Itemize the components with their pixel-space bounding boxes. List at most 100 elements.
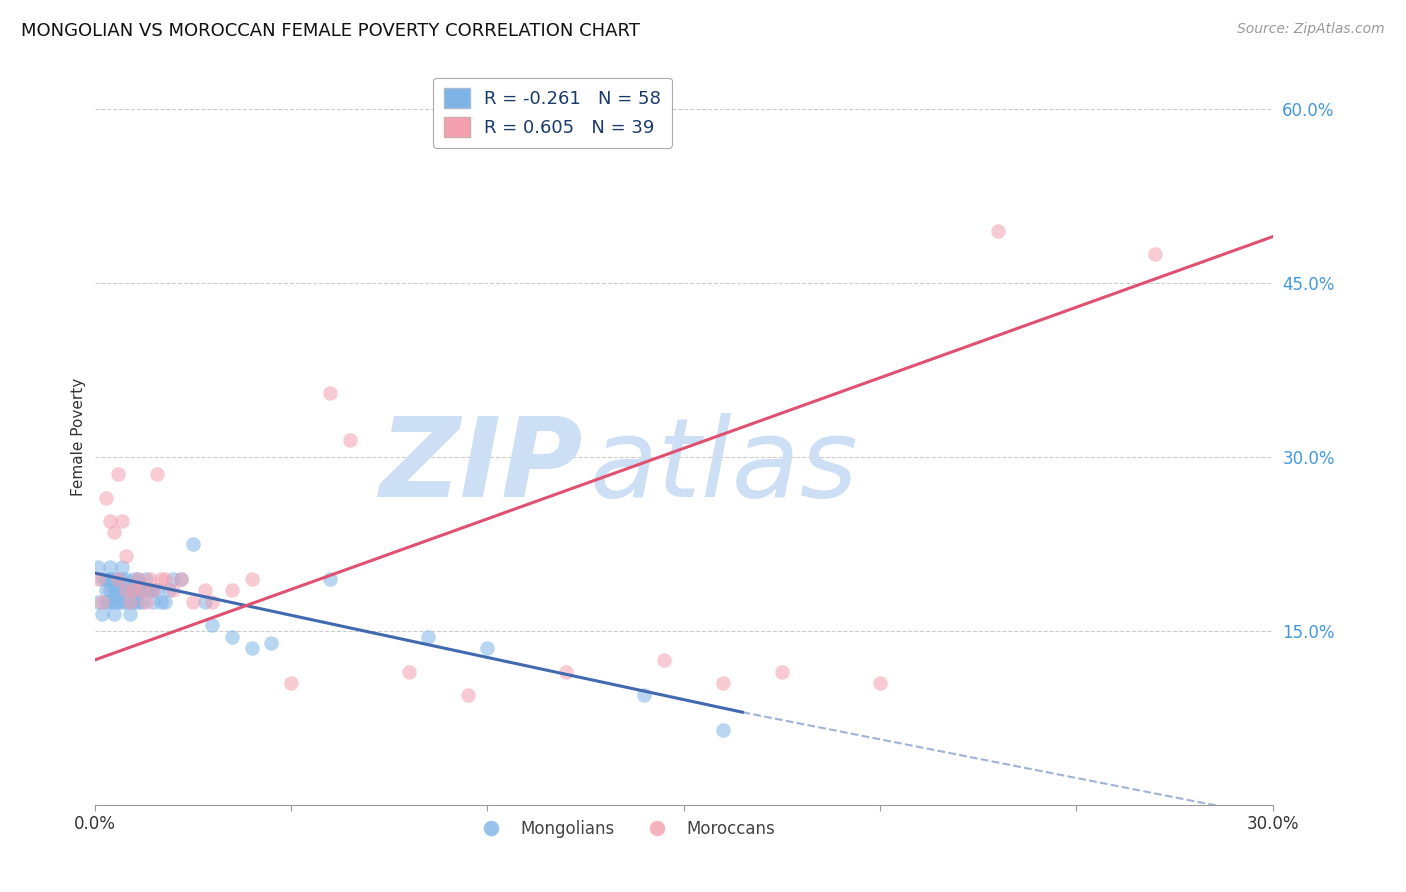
Point [146,467,169,482]
Point [477,641,499,656]
Y-axis label: Female Poverty: Female Poverty [72,377,86,496]
Point [115,549,138,563]
Point [127,595,149,609]
Point [107,572,129,586]
Point [162,572,184,586]
Text: MONGOLIAN VS MOROCCAN FEMALE POVERTY CORRELATION CHART: MONGOLIAN VS MOROCCAN FEMALE POVERTY COR… [21,22,640,40]
Point [122,572,145,586]
Point [107,595,129,609]
Point [96,491,118,505]
Point [111,583,134,598]
Text: Source: ZipAtlas.com: Source: ZipAtlas.com [1237,22,1385,37]
Text: ZIP: ZIP [380,413,583,520]
Point [142,583,165,598]
Point [127,572,149,586]
Point [193,595,215,609]
Point [103,572,125,586]
Point [98,514,121,528]
Point [118,595,141,609]
Point [103,595,125,609]
Point [280,676,302,690]
Point [103,525,125,540]
Point [98,560,121,574]
Point [103,607,125,621]
Point [135,595,157,609]
Point [987,224,1010,238]
Point [142,583,165,598]
Point [155,595,177,609]
Point [115,595,138,609]
Point [221,583,243,598]
Point [181,537,204,551]
Point [127,583,149,598]
Point [554,665,576,679]
Point [127,572,149,586]
Point [115,583,138,598]
Point [193,583,215,598]
Point [155,572,177,586]
Point [240,572,263,586]
Point [103,583,125,598]
Text: atlas: atlas [589,413,858,520]
Point [170,572,193,586]
Point [711,676,734,690]
Point [170,572,193,586]
Point [118,583,141,598]
Point [96,595,118,609]
Point [131,583,153,598]
Point [107,572,129,586]
Point [98,583,121,598]
Point [138,572,160,586]
Point [711,723,734,737]
Point [869,676,891,690]
Point [142,595,165,609]
Point [319,572,342,586]
Point [118,607,141,621]
Point [770,665,793,679]
Point [111,595,134,609]
Point [157,583,180,598]
Point [339,433,361,447]
Point [91,572,114,586]
Point [107,467,129,482]
Point [96,583,118,598]
Point [240,641,263,656]
Point [87,595,110,609]
Point [111,514,134,528]
Point [135,583,157,598]
Legend: Mongolians, Moroccans: Mongolians, Moroccans [467,814,782,845]
Point [398,665,420,679]
Point [122,583,145,598]
Point [98,572,121,586]
Point [319,386,342,401]
Point [135,572,157,586]
Point [162,583,184,598]
Point [457,688,479,702]
Point [115,583,138,598]
Point [201,595,224,609]
Point [111,572,134,586]
Point [107,583,129,598]
Point [652,653,675,667]
Point [131,583,153,598]
Point [118,595,141,609]
Point [111,560,134,574]
Point [131,595,153,609]
Point [87,560,110,574]
Point [221,630,243,644]
Point [150,595,173,609]
Point [115,572,138,586]
Point [260,635,283,649]
Point [122,583,145,598]
Point [122,595,145,609]
Point [96,572,118,586]
Point [146,583,169,598]
Point [91,595,114,609]
Point [201,618,224,632]
Point [91,607,114,621]
Point [150,572,173,586]
Point [633,688,655,702]
Point [181,595,204,609]
Point [87,572,110,586]
Point [418,630,440,644]
